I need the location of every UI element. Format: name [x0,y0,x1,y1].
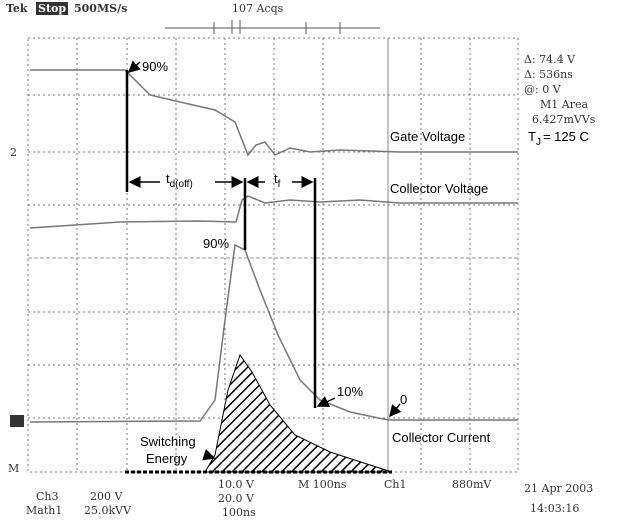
graticule [28,38,518,472]
sample-rate: 500MS/s [74,2,127,15]
label: Gate Voltage [390,129,465,144]
label: Collector Current [392,430,491,445]
readout: M1 Area [540,98,588,111]
state: Stop [38,2,66,15]
footer-text: 880mV [452,478,492,491]
footer-text: 14:03:16 [530,502,579,515]
footer-text: 20.0 V [218,492,255,505]
footer-text: Math1 [26,504,62,517]
footer-text: 10.0 V [218,478,255,491]
arrow [390,404,400,416]
label: Energy [146,451,188,466]
readout: @: 0 V [524,83,562,96]
footer-text: 21 Apr 2003 [524,482,593,495]
footer-text: Ch1 [384,478,407,491]
channel-marker-box [10,415,24,427]
label: 90% [142,59,168,74]
scope-screenshot: Tek Stop 500MS/s 107 Acqs 90% [0,0,623,529]
readout: Δ: 74.4 V [524,53,576,66]
td-off-label: td(off) [166,171,193,190]
acquisitions: 107 Acqs [232,2,284,15]
cursor-bar [165,20,380,34]
footer-text: M 100ns [298,478,347,491]
label: Collector Voltage [390,181,488,196]
channel-marker: M [8,462,19,475]
readout: 6.427mVVs [532,113,596,126]
label: Switching [140,434,196,449]
label: 10% [337,384,363,399]
switching-energy-area [205,355,392,472]
label: 0 [400,392,407,407]
footer-text: Ch3 [36,490,59,503]
footer-text: 200 V [90,490,123,503]
arrow [205,455,214,458]
arrow [129,62,140,72]
readout: Δ: 536ns [524,68,573,81]
temperature: TJ= 125 C [528,129,589,148]
brand: Tek [6,2,28,15]
footer-text: 25.0kVV [84,504,132,517]
channel-marker: 2 [10,146,17,159]
tf-label: tf [274,171,281,190]
label: 90% [203,236,229,251]
footer-text: 100ns [222,506,256,519]
